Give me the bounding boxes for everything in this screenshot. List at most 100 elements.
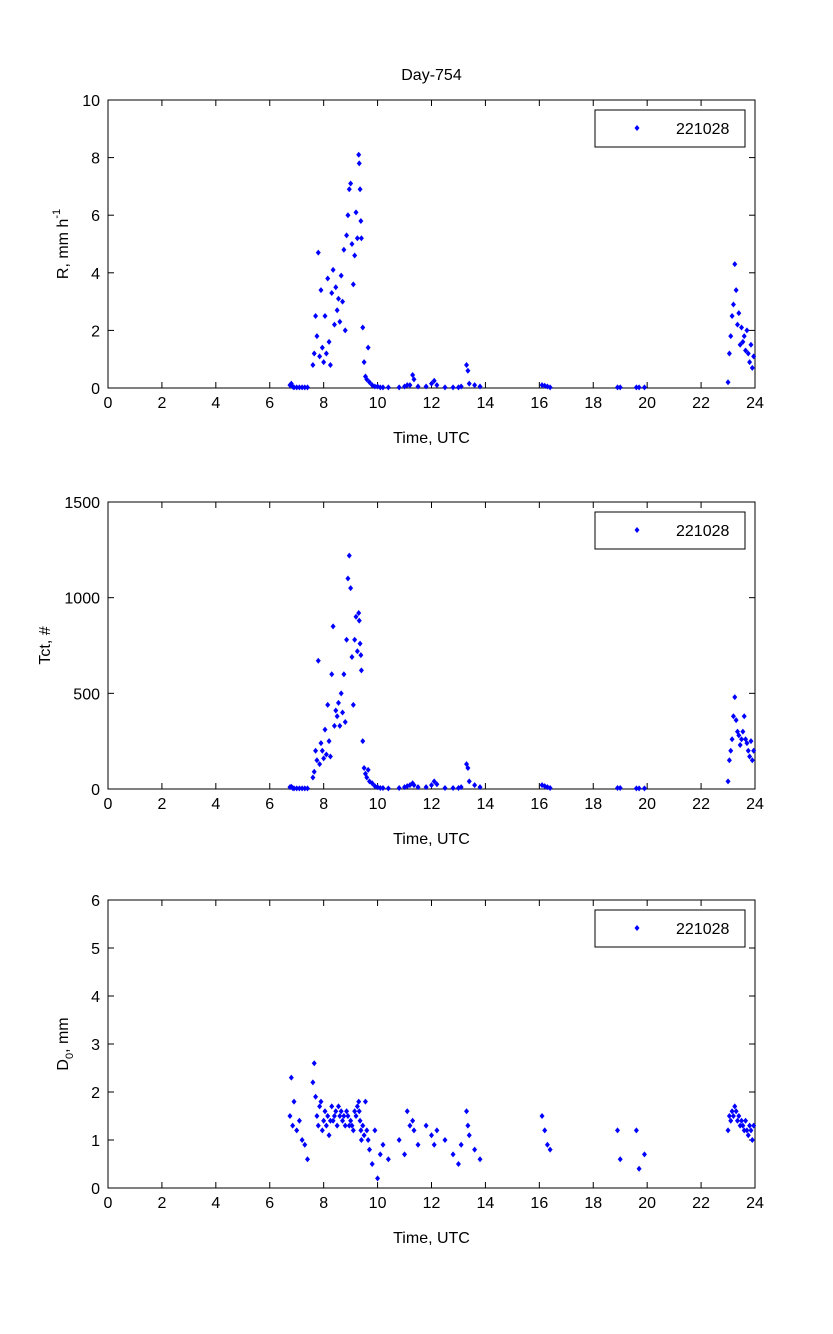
data-point [415,383,421,390]
data-point [636,785,642,792]
legend: 221028 [594,109,746,148]
x-tick-label: 8 [319,395,328,412]
data-point [360,324,366,331]
data-point [299,785,305,792]
data-point [737,741,743,748]
data-point [327,361,333,368]
data-point [617,1156,623,1163]
data-point [330,623,336,630]
data-point [472,1146,478,1153]
x-tick-label: 16 [530,1195,548,1212]
data-point [311,768,317,775]
data-point [348,585,354,592]
data-point [431,778,437,785]
data-point [745,350,751,357]
data-point [290,1122,296,1129]
x-tick-label: 18 [584,796,602,813]
x-tick-label: 22 [692,395,710,412]
x-tick-label: 4 [211,1195,220,1212]
data-point [547,384,553,391]
data-point [322,726,328,733]
y-tick-label: 2 [91,1085,100,1102]
data-point [407,1122,413,1129]
data-point [434,781,440,788]
data-point [455,1161,461,1167]
data-point [380,785,386,792]
data-point [477,784,483,791]
x-tick-label: 12 [423,796,441,813]
data-point [442,384,448,391]
data-point [294,785,300,792]
data-point [323,350,329,357]
data-point [340,1117,346,1124]
data-point [633,1127,639,1134]
data-point [465,367,471,374]
legend-label: 221028 [676,921,729,938]
y-tick-label: 1500 [64,495,100,512]
data-point [641,384,647,391]
y-tick-label: 1 [91,1133,100,1150]
data-point [472,782,478,789]
data-point [338,1108,344,1115]
data-point [402,1151,408,1158]
x-tick-label: 0 [104,796,113,813]
data-point [472,382,478,389]
data-point [361,764,367,771]
data-point [356,151,362,158]
data-point [337,318,343,325]
data-point [313,313,319,319]
data-point [331,722,337,729]
data-point [325,275,331,282]
data-point [325,701,331,708]
data-point [350,281,356,288]
data-point [730,1113,736,1119]
data-point [345,212,351,219]
x-tick-label: 10 [369,796,387,813]
data-point [740,338,746,345]
data-point [741,1127,747,1134]
data-point [346,1122,352,1129]
y-tick-label: 500 [73,686,100,703]
x-tick-label: 14 [477,1195,495,1212]
data-point [636,384,642,391]
data-point [311,350,317,357]
data-point [313,747,319,754]
data-point [732,1103,738,1110]
data-point [356,160,362,167]
data-point [338,690,344,697]
y-tick-label: 8 [91,151,100,168]
data-point [364,1127,370,1134]
data-point [641,785,647,792]
x-tick-label: 2 [157,395,166,412]
data-point [315,249,321,256]
axes-box [107,501,756,790]
data-point [377,785,383,792]
data-point [458,1141,464,1148]
data-point [726,1113,732,1119]
data-point [747,359,753,366]
data-point [314,333,320,340]
data-point [748,738,754,745]
data-point [360,738,366,745]
data-point [745,1132,751,1139]
x-tick-label: 12 [423,1195,441,1212]
data-point [356,617,362,624]
x-tick-label: 6 [265,796,274,813]
x-tick-label: 16 [530,395,548,412]
data-point [366,1146,372,1153]
data-point [411,1127,417,1134]
data-point [358,1127,364,1134]
data-point [345,1113,351,1119]
x-tick-label: 20 [638,1195,656,1212]
data-point [329,289,335,296]
data-point [477,1156,483,1163]
data-point [325,1113,331,1119]
data-point [337,722,343,729]
y-tick-label: 0 [91,381,100,398]
data-point [327,753,333,760]
data-point [737,1122,743,1129]
data-point [741,333,747,340]
x-tick-label: 2 [157,796,166,813]
data-point [335,1103,341,1110]
x-tick-label: 8 [319,1195,328,1212]
